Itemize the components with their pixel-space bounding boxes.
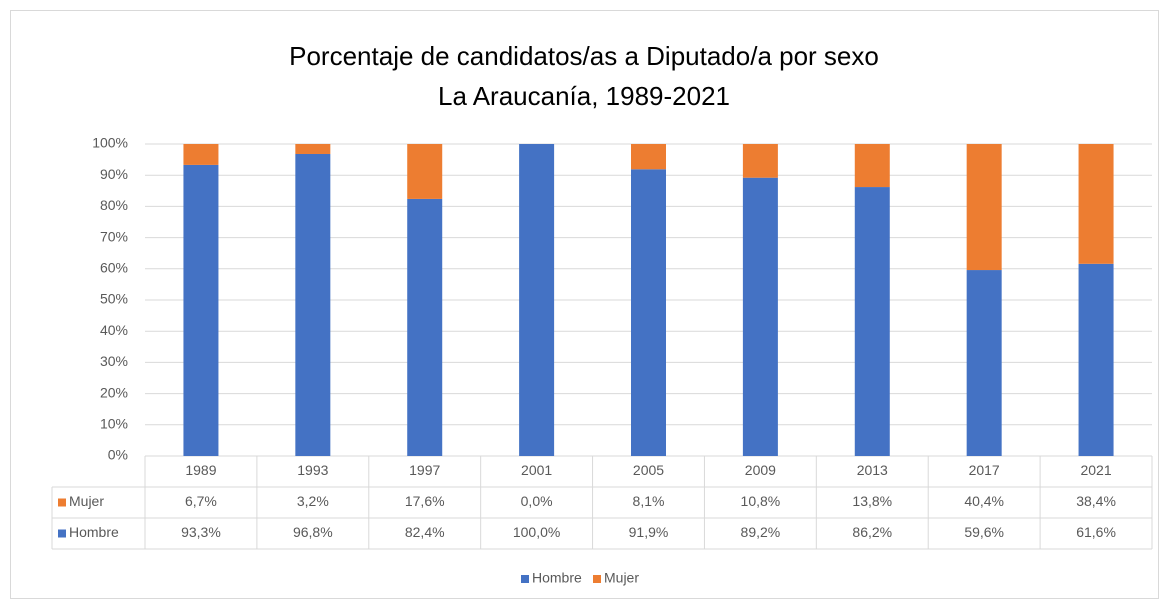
table-legend-key <box>58 529 66 538</box>
data-label: 59,6% <box>964 524 1004 540</box>
data-label: 13,8% <box>852 493 892 509</box>
bar-segment <box>742 177 778 457</box>
y-tick-label: 0% <box>108 447 128 463</box>
bar-segment <box>631 169 666 456</box>
data-label: 10,8% <box>741 493 781 509</box>
data-label: 38,4% <box>1076 493 1116 509</box>
y-tick-label: 70% <box>100 228 128 244</box>
data-label: 91,9% <box>629 524 669 540</box>
data-label: 89,2% <box>741 524 781 540</box>
bar-segment <box>407 198 443 457</box>
data-label: 93,3% <box>181 524 221 540</box>
data-label: 6,7% <box>185 493 217 509</box>
y-tick-label: 20% <box>100 384 128 400</box>
bar-segment <box>631 144 666 170</box>
bar-segment <box>295 144 331 154</box>
legend-key <box>593 575 601 583</box>
table-series-name: Hombre <box>69 524 119 540</box>
x-tick-label: 2013 <box>857 462 888 478</box>
y-tick-label: 30% <box>100 353 128 369</box>
bar-segment <box>854 187 890 456</box>
x-tick-label: 2009 <box>745 462 776 478</box>
y-tick-label: 100% <box>92 135 128 151</box>
bar-segment <box>1078 263 1114 456</box>
x-tick-label: 1993 <box>297 462 328 478</box>
x-tick-label: 2021 <box>1080 462 1111 478</box>
bar-segment <box>742 144 778 178</box>
data-label: 0,0% <box>521 493 553 509</box>
table-series-name: Mujer <box>69 493 104 509</box>
data-label: 17,6% <box>405 493 445 509</box>
bar-segment <box>183 144 219 165</box>
data-label: 40,4% <box>964 493 1004 509</box>
data-label: 3,2% <box>297 493 329 509</box>
y-tick-label: 40% <box>100 322 128 338</box>
data-label: 82,4% <box>405 524 445 540</box>
legend-label: Hombre <box>532 570 582 586</box>
x-tick-label: 1997 <box>409 462 440 478</box>
x-tick-label: 2005 <box>633 462 664 478</box>
bar-segment <box>966 144 1002 271</box>
x-tick-label: 2001 <box>521 462 552 478</box>
chart-subtitle: La Araucanía, 1989-2021 <box>438 81 730 111</box>
y-tick-label: 60% <box>100 260 128 276</box>
x-tick-label: 2017 <box>969 462 1000 478</box>
bar-segment <box>295 153 331 456</box>
data-label: 86,2% <box>852 524 892 540</box>
chart-title: Porcentaje de candidatos/as a Diputado/a… <box>289 41 879 71</box>
data-label: 61,6% <box>1076 524 1116 540</box>
x-tick-label: 1989 <box>185 462 216 478</box>
bar-segment <box>1078 144 1114 264</box>
bar-segment <box>966 270 1002 456</box>
legend-key <box>521 575 529 583</box>
bar-segment <box>183 164 219 457</box>
data-label: 8,1% <box>633 493 665 509</box>
data-label: 100,0% <box>513 524 560 540</box>
bar-segment <box>519 144 555 456</box>
y-tick-label: 80% <box>100 197 128 213</box>
y-tick-label: 90% <box>100 166 128 182</box>
y-tick-label: 10% <box>100 416 128 432</box>
legend-label: Mujer <box>604 570 639 586</box>
bar-segment <box>407 144 443 199</box>
y-tick-label: 50% <box>100 291 128 307</box>
bar-segment <box>854 144 890 188</box>
table-legend-key <box>58 498 66 507</box>
data-label: 96,8% <box>293 524 333 540</box>
